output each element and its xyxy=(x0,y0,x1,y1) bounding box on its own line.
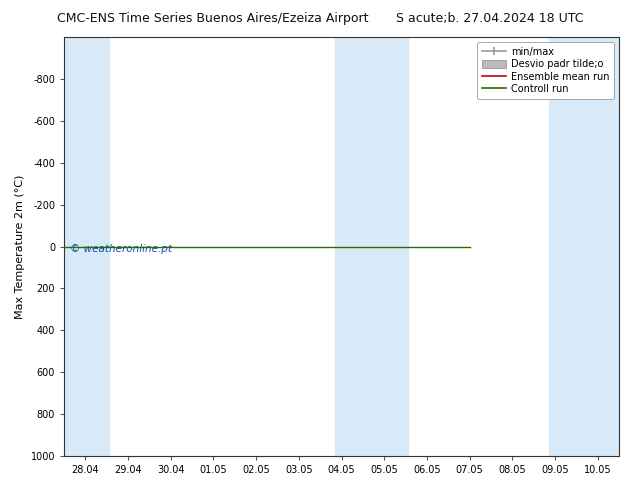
Text: CMC-ENS Time Series Buenos Aires/Ezeiza Airport: CMC-ENS Time Series Buenos Aires/Ezeiza … xyxy=(57,12,368,25)
Y-axis label: Max Temperature 2m (°C): Max Temperature 2m (°C) xyxy=(15,174,25,318)
Bar xyxy=(548,37,621,456)
Text: © weatheronline.pt: © weatheronline.pt xyxy=(70,245,172,254)
Legend: min/max, Desvio padr tilde;o, Ensemble mean run, Controll run: min/max, Desvio padr tilde;o, Ensemble m… xyxy=(477,42,614,99)
Text: S acute;b. 27.04.2024 18 UTC: S acute;b. 27.04.2024 18 UTC xyxy=(396,12,584,25)
Bar xyxy=(335,37,408,456)
Bar xyxy=(64,37,109,456)
